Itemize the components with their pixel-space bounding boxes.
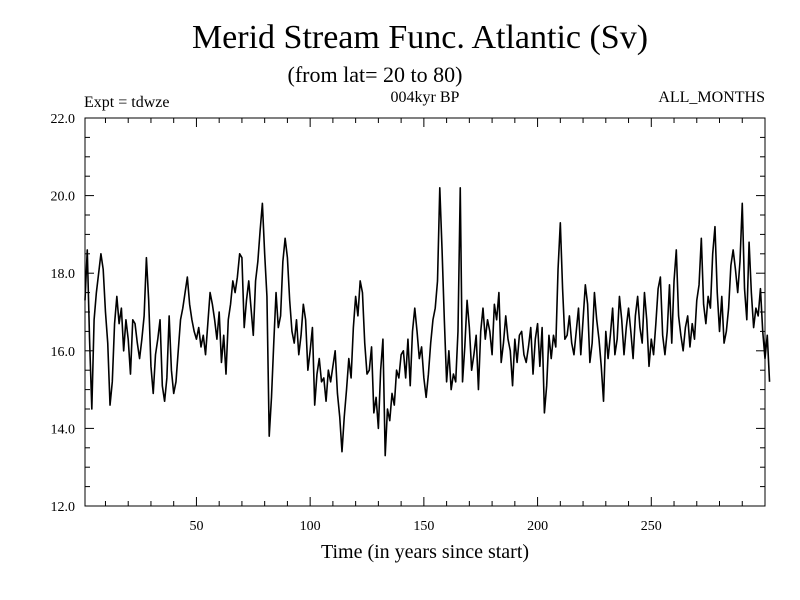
axis-tick-labels: 12.0 14.0 16.0 18.0 20.0 22.0 50 100 150 200 250 xyxy=(51,112,662,534)
x-tick-label: 200 xyxy=(527,519,548,534)
y-tick-label: 16.0 xyxy=(51,345,76,360)
x-tick-label: 100 xyxy=(300,519,321,534)
x-axis-label: Time (in years since start) xyxy=(321,541,529,563)
series-line xyxy=(84,187,771,457)
y-tick-label: 20.0 xyxy=(51,190,76,205)
x-tick-label: 50 xyxy=(189,519,203,534)
x-tick-label: 150 xyxy=(413,519,434,534)
chart-subtitle: (from lat= 20 to 80) xyxy=(288,62,463,87)
axis-ticks xyxy=(85,117,766,507)
plot-frame xyxy=(84,117,766,507)
y-tick-label: 18.0 xyxy=(51,267,76,282)
annotation-left: Expt = tdwze xyxy=(84,94,169,111)
annotation-center: 004kyr BP xyxy=(391,89,460,106)
y-tick-label: 12.0 xyxy=(51,500,76,515)
chart-title: Merid Stream Func. Atlantic (Sv) xyxy=(192,19,648,56)
y-tick-label: 22.0 xyxy=(51,112,76,127)
y-tick-label: 14.0 xyxy=(51,422,76,437)
annotation-right: ALL_MONTHS xyxy=(658,89,765,106)
x-tick-label: 250 xyxy=(641,519,662,534)
